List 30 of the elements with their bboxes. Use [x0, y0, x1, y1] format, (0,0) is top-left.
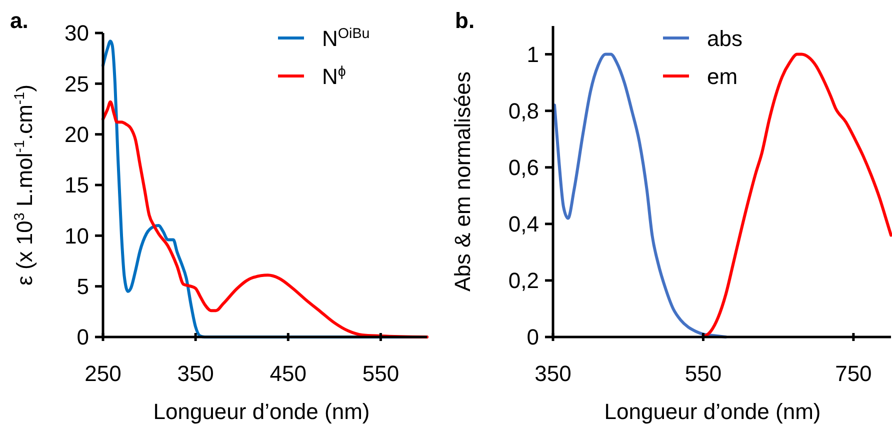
x-tick-label: 350 — [534, 361, 572, 386]
y-tick-label: 0 — [526, 324, 539, 350]
y-tick-label: 10 — [64, 223, 89, 248]
y-tick-label: 0,6 — [508, 155, 539, 180]
x-axis-title: Longueur d’onde (nm) — [153, 399, 370, 424]
y-tick-label: 5 — [76, 274, 89, 300]
x-tick-label: 550 — [362, 361, 400, 386]
y-tick-label: 0,2 — [508, 268, 539, 294]
y-tick-label: 0,4 — [508, 212, 539, 237]
x-tick-label: 350 — [177, 361, 214, 386]
y-tick-label: 30 — [64, 20, 89, 46]
x-tick-label: 450 — [270, 361, 306, 386]
legend-label: em — [707, 64, 738, 89]
y-tick-label: 20 — [64, 122, 89, 148]
y-axis-title: Abs & em normalisées — [450, 71, 475, 292]
x-tick-label: 550 — [684, 361, 722, 386]
x-tick-label: 750 — [835, 361, 872, 386]
chart-title: a. — [10, 8, 28, 33]
line-series — [700, 52, 892, 338]
y-tick-label: 0,8 — [508, 98, 539, 124]
y-tick-label: 1 — [526, 42, 539, 67]
legend-label: N$^{ϕ}$ — [322, 64, 346, 89]
legend-label: abs — [707, 26, 742, 51]
chart-title: b. — [455, 8, 475, 33]
legend-label: N$^{OiBu}$ — [322, 26, 370, 51]
x-axis-title: Longueur d’onde (nm) — [604, 399, 821, 424]
y-tick-label: 25 — [64, 71, 89, 96]
y-tick-label: 15 — [64, 172, 89, 198]
y-tick-label: 0 — [76, 324, 89, 350]
x-tick-label: 250 — [84, 361, 122, 386]
